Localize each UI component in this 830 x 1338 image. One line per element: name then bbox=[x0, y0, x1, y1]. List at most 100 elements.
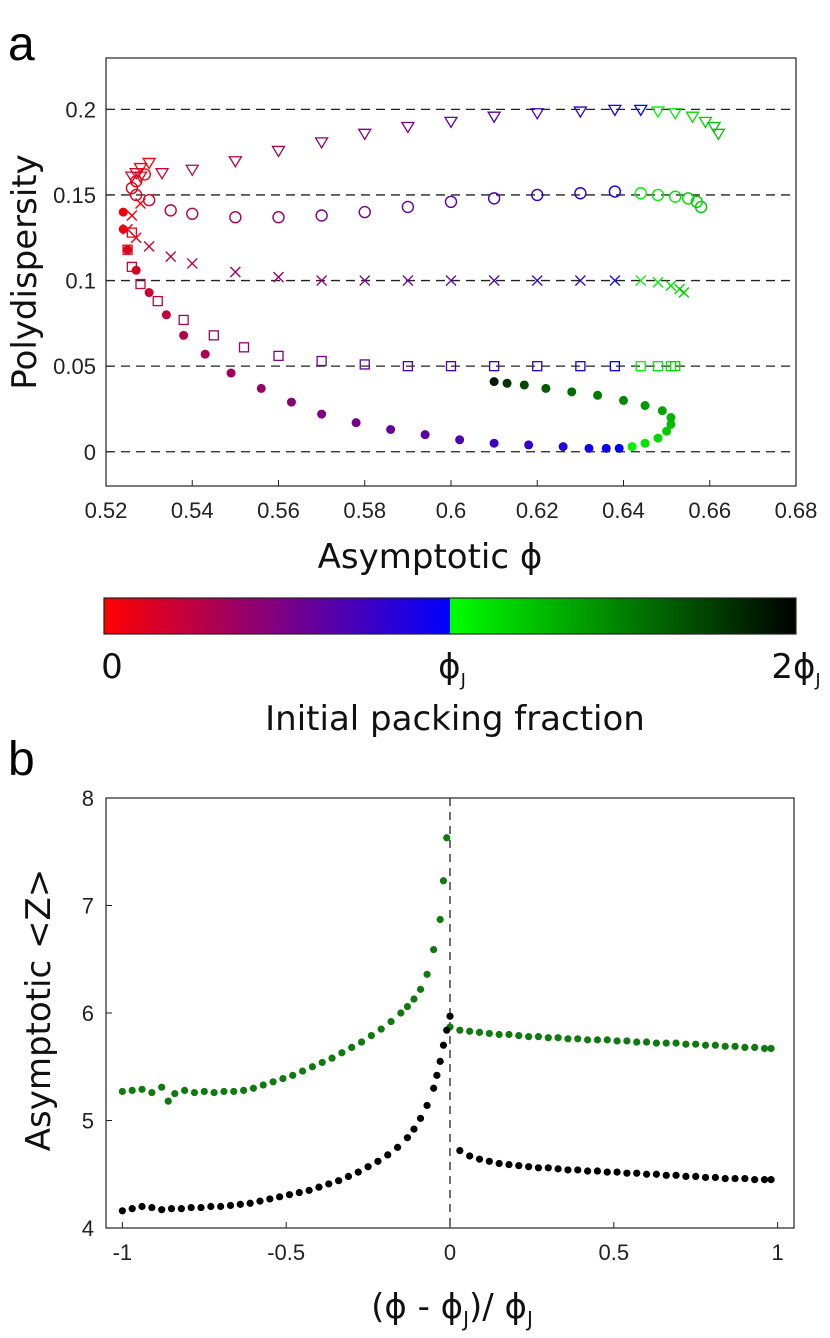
panel-a-point bbox=[154, 168, 170, 180]
panel-b-series-0 bbox=[118, 834, 775, 1105]
panel-a-point bbox=[530, 108, 545, 121]
panel-a-point bbox=[651, 188, 665, 202]
panel-b-point bbox=[433, 1071, 441, 1079]
panel-a-y-ticks: 0 0.05 0.1 0.15 0.2 bbox=[53, 97, 112, 465]
panel-b-point bbox=[466, 1027, 474, 1035]
panel-b-point bbox=[767, 1044, 775, 1053]
panel-a-point bbox=[574, 275, 586, 287]
panel-b-point bbox=[200, 1087, 208, 1096]
panel-b-point bbox=[285, 1191, 294, 1199]
panel-a-point bbox=[608, 185, 622, 198]
panel-b-point bbox=[515, 1031, 523, 1040]
panel-b-point bbox=[118, 1207, 126, 1215]
panel-a-point bbox=[229, 211, 242, 224]
panel-b-point bbox=[682, 1172, 690, 1180]
panel-b-point bbox=[423, 970, 431, 978]
panel-b-x-axis-label: (ϕ - ϕJ)/ ϕJ bbox=[371, 1287, 533, 1331]
panel-a-point bbox=[694, 200, 708, 214]
panel-a-point bbox=[609, 275, 621, 287]
panel-a-y-tick-label: 0.15 bbox=[53, 183, 96, 208]
panel-a-point bbox=[502, 378, 512, 388]
panel-b-point bbox=[672, 1171, 680, 1179]
panel-a-point bbox=[665, 280, 677, 292]
panel-a-point bbox=[601, 443, 611, 453]
panel-b-point bbox=[711, 1041, 719, 1049]
panel-a-point bbox=[273, 350, 284, 362]
panel-b-point bbox=[148, 1088, 156, 1097]
panel-b-point bbox=[456, 1026, 464, 1034]
panel-a-point bbox=[652, 361, 664, 372]
panel-b-point bbox=[642, 1038, 651, 1046]
panel-b-point bbox=[603, 1168, 611, 1176]
panel-a-y-axis-label: Polydispersity bbox=[5, 154, 45, 390]
panel-b-point bbox=[584, 1036, 592, 1044]
panel-a-point bbox=[640, 438, 650, 448]
panel-b-point bbox=[177, 1205, 185, 1213]
panel-a-point bbox=[178, 314, 189, 326]
panel-a-point bbox=[129, 175, 143, 188]
panel-a-label: a bbox=[8, 18, 35, 71]
panel-a-series-circle-open bbox=[125, 168, 708, 224]
panel-b-x-ticks: -1 -0.5 0 0.5 1 bbox=[113, 1222, 784, 1265]
panel-a-point bbox=[164, 204, 177, 217]
panel-b-point bbox=[466, 1152, 474, 1160]
panel-b-point bbox=[495, 1030, 503, 1039]
panel-a-x-tick-label: 0.54 bbox=[171, 498, 214, 523]
panel-a-x-tick-label: 0.64 bbox=[602, 498, 645, 523]
panel-b-point bbox=[613, 1037, 621, 1045]
panel-a-point bbox=[271, 145, 286, 158]
panel-b-point bbox=[246, 1199, 254, 1207]
panel-a-point bbox=[443, 116, 459, 129]
panel-b-point bbox=[443, 834, 451, 842]
panel-a-point bbox=[669, 190, 682, 203]
panel-b-point bbox=[279, 1074, 287, 1083]
panel-a-point bbox=[489, 377, 499, 387]
panel-a-x-axis-label: Asymptotic ϕ bbox=[318, 537, 543, 577]
panel-b-point bbox=[171, 1090, 179, 1098]
panel-b-point bbox=[354, 1168, 362, 1176]
panel-a-point bbox=[706, 121, 722, 134]
panel-b-point bbox=[760, 1044, 769, 1053]
panel-a-x-tick-label: 0.52 bbox=[85, 498, 128, 523]
panel-a-point bbox=[670, 361, 681, 372]
panel-a-point bbox=[420, 430, 430, 440]
panel-a-point bbox=[229, 266, 241, 278]
panel-b-point bbox=[207, 1202, 215, 1211]
panel-a-point bbox=[144, 288, 154, 298]
panel-b-point bbox=[642, 1170, 651, 1178]
panel-b-point bbox=[230, 1087, 238, 1096]
panel-a-point bbox=[359, 275, 371, 287]
panel-b-point bbox=[328, 1054, 336, 1062]
panel-b-point bbox=[276, 1193, 284, 1201]
panel-b-point bbox=[403, 1134, 412, 1142]
panel-b-point bbox=[164, 1097, 172, 1105]
panel-a-point bbox=[118, 224, 128, 234]
panel-a-y-tick-label: 0 bbox=[84, 440, 96, 465]
panel-b-point bbox=[410, 1125, 418, 1133]
panel-b-point bbox=[554, 1165, 562, 1173]
panel-a-point bbox=[131, 265, 141, 275]
panel-b-point bbox=[397, 1009, 405, 1017]
panel-b-point bbox=[485, 1029, 493, 1038]
panel-b-point bbox=[652, 1039, 661, 1047]
panel-b-point bbox=[416, 1114, 425, 1122]
panel-a-point bbox=[129, 188, 143, 202]
panel-a-point bbox=[228, 156, 243, 168]
panel-b-point bbox=[525, 1163, 533, 1171]
panel-a-point bbox=[489, 438, 499, 448]
panel-b-x-tick-label: 1 bbox=[771, 1240, 783, 1265]
panel-b-point bbox=[348, 1043, 356, 1051]
panel-b-point bbox=[574, 1166, 582, 1174]
panel-a-series-circle-filled bbox=[118, 207, 676, 453]
panel-a-point bbox=[531, 275, 543, 287]
panel-b-point bbox=[564, 1035, 572, 1043]
panel-b-point bbox=[367, 1031, 375, 1040]
panel-b-point bbox=[436, 1057, 444, 1065]
panel-a-point bbox=[531, 188, 544, 202]
panel-a-series-square-open bbox=[122, 227, 681, 372]
panel-a-point bbox=[256, 383, 266, 393]
panel-a-point bbox=[118, 207, 128, 217]
panel-b-point bbox=[210, 1088, 218, 1097]
panel-b-y-ticks: 4 5 6 7 8 bbox=[82, 786, 112, 1241]
